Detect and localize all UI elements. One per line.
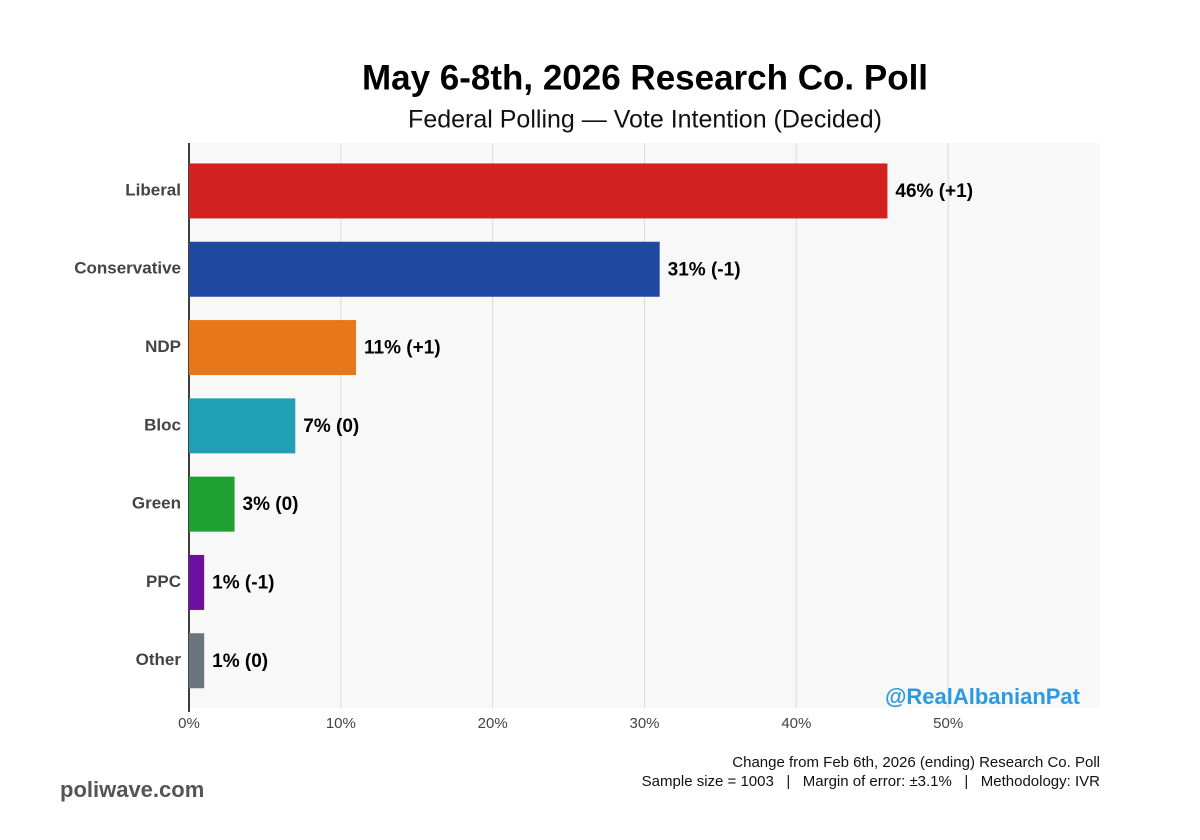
bar (189, 476, 235, 532)
bar (189, 320, 357, 376)
source: poliwave.com (60, 777, 204, 802)
y-tick-label: Liberal (125, 180, 181, 199)
chart-subtitle: Federal Polling — Vote Intention (Decide… (408, 106, 882, 134)
value-label: 11% (+1) (364, 338, 441, 359)
y-tick-label: NDP (145, 337, 181, 356)
value-label: 46% (+1) (895, 181, 973, 202)
y-tick-label: Green (132, 494, 181, 513)
bar (189, 241, 660, 297)
x-tick-label: 30% (629, 715, 659, 732)
bar (189, 163, 888, 219)
chart-title: May 6-8th, 2026 Research Co. Poll (362, 58, 928, 97)
y-tick-label: Conservative (74, 259, 181, 278)
value-label: 1% (0) (212, 651, 268, 672)
x-tick-label: 0% (178, 715, 200, 732)
x-tick-label: 50% (933, 715, 963, 732)
value-label: 7% (0) (303, 416, 359, 437)
y-tick-label: Other (136, 650, 182, 669)
y-tick-label: PPC (146, 572, 181, 591)
watermark: @RealAlbanianPat (885, 684, 1081, 709)
value-label: 31% (-1) (668, 259, 741, 280)
y-tick-label: Bloc (144, 415, 181, 434)
bar (189, 633, 205, 689)
x-tick-label: 20% (478, 715, 508, 732)
footnote: Change from Feb 6th, 2026 (ending) Resea… (732, 754, 1100, 771)
x-tick-label: 40% (781, 715, 811, 732)
x-tick-label: 10% (326, 715, 356, 732)
bar (189, 398, 296, 454)
bar (189, 554, 205, 610)
footnote: Sample size = 1003 | Margin of error: ±3… (642, 773, 1100, 790)
value-label: 3% (0) (243, 494, 299, 515)
value-label: 1% (-1) (212, 572, 274, 593)
